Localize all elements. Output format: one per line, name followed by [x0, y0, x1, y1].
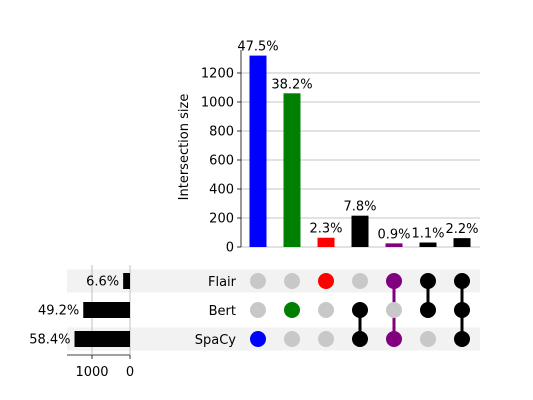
intersection-bar [385, 243, 403, 247]
y-tick-label: 600 [209, 154, 234, 169]
y-tick-label: 1200 [201, 67, 234, 82]
intersection-bar [317, 237, 335, 247]
y-tick-label: 0 [226, 241, 234, 256]
intersection-bar [249, 55, 267, 247]
membership-dot-empty [318, 331, 334, 347]
set-size-x-tick-label: 0 [126, 365, 134, 380]
y-axis: 0 200 400 600 800 1000 1200 [201, 50, 242, 256]
membership-dot-empty [284, 273, 300, 289]
bar-value-label: 0.9% [377, 227, 410, 242]
intersection-bar [453, 238, 471, 247]
membership-dot-empty [250, 302, 266, 318]
membership-dot-filled [386, 331, 402, 347]
membership-matrix: Flair Bert SpaCy [67, 269, 480, 351]
set-size-bar [83, 302, 130, 318]
matrix-row-shade [67, 327, 480, 351]
set-size-label: 6.6% [86, 275, 119, 290]
y-tick-label: 400 [209, 183, 234, 198]
membership-dot-filled [420, 302, 436, 318]
y-tick-label: 200 [209, 212, 234, 227]
membership-dot-filled [352, 302, 368, 318]
y-tick-label: 800 [209, 125, 234, 140]
membership-dot-empty [284, 331, 300, 347]
intersection-bars: 47.5% 38.2% 2.3%7.8%0.9% 1.1% 2.2% [237, 40, 479, 247]
set-label: SpaCy [195, 333, 237, 348]
membership-dot-filled [454, 273, 470, 289]
membership-dot-filled [284, 302, 300, 318]
intersection-bar [283, 93, 301, 247]
matrix-row-shade [67, 269, 480, 293]
membership-dot-empty [386, 302, 402, 318]
intersection-bar [351, 215, 369, 247]
membership-dot-filled [420, 273, 436, 289]
bar-value-label: 38.2% [271, 77, 312, 92]
membership-dot-filled [454, 331, 470, 347]
membership-dot-filled [250, 331, 266, 347]
membership-dot-empty [250, 273, 266, 289]
set-size-label: 49.2% [38, 304, 79, 319]
membership-dot-filled [386, 273, 402, 289]
membership-dot-filled [454, 302, 470, 318]
membership-dot-filled [318, 273, 334, 289]
intersection-bar [419, 242, 437, 247]
bar-value-label: 7.8% [343, 200, 376, 215]
gridlines [241, 72, 480, 248]
set-size-x-tick-label: 1000 [75, 365, 108, 380]
set-size-bar [74, 331, 130, 347]
bar-value-label: 2.3% [309, 222, 342, 237]
membership-dot-empty [318, 302, 334, 318]
set-size-bar [123, 273, 130, 289]
bar-value-label: 1.1% [411, 227, 444, 242]
membership-dot-empty [352, 273, 368, 289]
y-axis-label: Intersection size [177, 94, 192, 201]
set-label: Bert [209, 304, 236, 319]
membership-dot-filled [352, 331, 368, 347]
y-tick-label: 1000 [201, 96, 234, 111]
bar-value-label: 47.5% [237, 40, 278, 55]
membership-dot-empty [420, 331, 436, 347]
set-size-label: 58.4% [29, 333, 70, 348]
set-size-bars: 1000 0 6.6% 49.2% 58.4% [29, 265, 134, 380]
bar-value-label: 2.2% [445, 222, 478, 237]
set-label: Flair [208, 275, 237, 290]
